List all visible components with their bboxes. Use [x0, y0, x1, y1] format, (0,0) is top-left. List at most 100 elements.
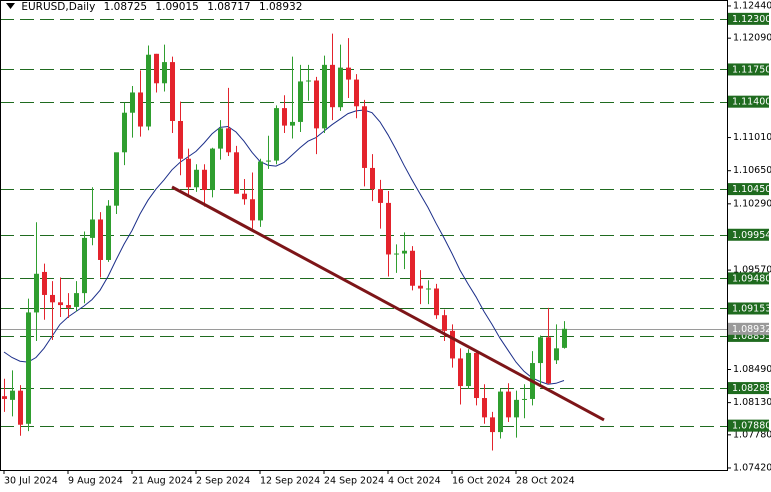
- candle-body: [178, 121, 183, 159]
- candle-body: [442, 315, 447, 331]
- candle-body: [514, 399, 519, 418]
- candle-body: [2, 396, 7, 399]
- candle-body: [362, 106, 367, 168]
- candle-body: [154, 53, 159, 84]
- candle-body: [330, 64, 335, 108]
- candle-body: [274, 108, 279, 161]
- candle-body: [226, 128, 231, 153]
- candle-body: [474, 352, 479, 399]
- x-tick-label: 24 Sep 2024: [324, 476, 384, 487]
- candle-body: [34, 273, 39, 313]
- candle-body: [466, 352, 471, 387]
- candle-body: [234, 152, 239, 194]
- x-tick-label: 16 Oct 2024: [452, 476, 511, 487]
- candle-body: [386, 202, 391, 255]
- level-label: 1.12300: [732, 14, 771, 25]
- candle-body: [162, 62, 167, 84]
- candle-body: [434, 288, 439, 316]
- candle-body: [114, 152, 119, 206]
- candle-body: [266, 160, 271, 162]
- candle-body: [18, 390, 23, 425]
- level-label: 1.10450: [732, 184, 771, 195]
- candle-body: [210, 148, 215, 191]
- current-price-box: [728, 322, 769, 335]
- candle-body: [458, 358, 463, 387]
- candle-body: [306, 80, 311, 82]
- candle-body: [378, 189, 383, 203]
- x-tick-label: 2 Sep 2024: [196, 476, 250, 487]
- candle-body: [298, 81, 303, 122]
- candle-body: [218, 128, 223, 149]
- level-label: 1.09480: [732, 273, 771, 284]
- candle-body: [282, 108, 287, 126]
- high-price: 1.09015: [155, 1, 199, 13]
- y-tick-label: 1.11010: [733, 132, 771, 143]
- candle-body: [58, 302, 63, 306]
- menu-arrow[interactable]: [6, 2, 15, 10]
- close-price: 1.08932: [258, 1, 303, 13]
- candle-body: [498, 391, 503, 433]
- candle-body: [346, 67, 351, 80]
- candle-body: [194, 169, 199, 188]
- candle-body: [338, 67, 343, 108]
- open-price: 1.08725: [103, 1, 148, 13]
- level-box: [728, 228, 769, 241]
- x-tick-label: 12 Sep 2024: [260, 476, 320, 487]
- candle-body: [354, 79, 359, 107]
- trendline: [171, 185, 605, 422]
- candle-body: [170, 62, 175, 122]
- level-box: [728, 272, 769, 285]
- candle-body: [482, 398, 487, 418]
- x-tick-label: 9 Aug 2024: [68, 476, 123, 487]
- moving-average: [3, 109, 565, 385]
- candle-body: [202, 169, 207, 191]
- candle-body: [562, 328, 567, 348]
- candle-body: [98, 219, 103, 260]
- level-label: 1.11400: [732, 97, 771, 108]
- candle-body: [290, 121, 295, 126]
- level-box: [728, 382, 769, 395]
- y-tick-label: 1.08130: [733, 397, 771, 408]
- x-tick-label: 28 Oct 2024: [516, 476, 575, 487]
- candle-body: [370, 167, 375, 190]
- candle-body: [122, 112, 127, 153]
- candle-body: [10, 390, 15, 400]
- x-tick-label: 4 Oct 2024: [388, 476, 441, 487]
- level-box: [728, 63, 769, 76]
- candle-body: [522, 398, 527, 400]
- level-label: 1.09153: [732, 303, 771, 314]
- candle-body: [74, 293, 79, 307]
- level-box: [728, 183, 769, 196]
- candle-body: [546, 337, 551, 384]
- candle-body: [50, 294, 55, 303]
- y-tick-label: 1.09570: [733, 265, 771, 276]
- level-label: 1.08855: [732, 331, 771, 342]
- candle-body: [130, 92, 135, 113]
- low-price: 1.08717: [207, 1, 251, 13]
- candle-body: [42, 271, 47, 295]
- candle-body: [186, 158, 191, 188]
- candle-body: [418, 285, 423, 289]
- level-label: 1.11750: [732, 64, 771, 75]
- candle-body: [402, 250, 407, 254]
- plot-area: [1, 19, 727, 451]
- candle-body: [554, 348, 559, 361]
- candle-body: [410, 250, 415, 286]
- candle-body: [82, 237, 87, 294]
- x-tick-label: 21 Aug 2024: [132, 476, 193, 487]
- level-box: [728, 95, 769, 108]
- y-tick-label: 1.10650: [733, 165, 771, 176]
- candle-body: [258, 161, 263, 221]
- current-price-label: 1.08932: [732, 324, 771, 335]
- y-tick-label: 1.07420: [733, 462, 771, 473]
- y-tick-label: 1.12440: [733, 0, 771, 11]
- chart-header: EURUSD,Daily 1.08725 1.09015 1.08717 1.0…: [6, 1, 302, 13]
- candle-body: [138, 92, 143, 127]
- y-tick-label: 1.12090: [733, 33, 771, 44]
- candle-body: [242, 193, 247, 200]
- chart-title: EURUSD,Daily: [21, 1, 96, 13]
- candle-body: [66, 305, 71, 308]
- candle-body: [26, 312, 31, 424]
